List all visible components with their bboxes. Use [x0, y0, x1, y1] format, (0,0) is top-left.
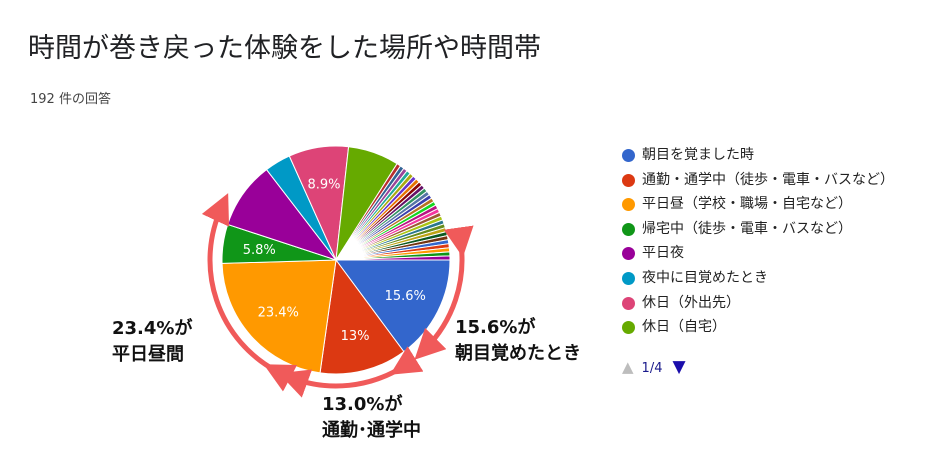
- triangle-up-icon[interactable]: ▲: [622, 358, 634, 376]
- annotation-bottom-line1: 13.0%が: [322, 394, 403, 415]
- annotation-bottom-line2: 通勤･通学中: [322, 420, 421, 441]
- slice-data-label: 13%: [341, 329, 370, 344]
- legend-dot-icon: [622, 271, 635, 285]
- legend-dot-icon: [622, 296, 635, 310]
- slice-data-label: 5.8%: [243, 243, 276, 258]
- legend-label: 朝目を覚ました時: [642, 147, 754, 163]
- legend-label: 通勤・通学中（徒歩・電車・バスなど）: [642, 171, 894, 188]
- legend-dot-icon: [622, 198, 635, 212]
- annotation-left-line2: 平日昼間: [112, 344, 184, 365]
- legend-dot-icon: [622, 247, 635, 261]
- legend-dot-icon: [622, 321, 635, 335]
- legend-dot-icon: [622, 222, 635, 236]
- arrow-daytime: [201, 193, 298, 392]
- annotation-arrows: [201, 193, 474, 398]
- legend-page-number: 1/4: [641, 361, 663, 376]
- annotation-weekday-daytime: 23.4%が 平日昼間: [112, 316, 192, 368]
- arrow-commute: [278, 346, 424, 398]
- legend-pager: ▲ 1/4 ▼: [622, 357, 686, 377]
- legend-label: 帰宅中（徒歩・電車・バスなど）: [642, 220, 852, 237]
- legend-label: 平日夜: [642, 245, 684, 262]
- annotation-left-line1: 23.4%が: [112, 318, 193, 339]
- annotation-morning-wakeup: 15.6%が 朝目覚めたとき: [455, 315, 581, 367]
- annotation-right-line2: 朝目覚めたとき: [455, 343, 581, 364]
- arrow-morning: [414, 225, 474, 360]
- slice-data-label: 23.4%: [258, 306, 299, 321]
- legend-label: 平日昼（学校・職場・自宅など）: [642, 196, 852, 213]
- triangle-down-icon[interactable]: ▼: [672, 357, 686, 377]
- legend-label: 休日（自宅）: [642, 319, 726, 336]
- slice-data-label: 15.6%: [385, 289, 426, 304]
- legend-dot-icon: [622, 149, 635, 162]
- slice-data-label: 8.9%: [307, 177, 340, 192]
- chart-title: 時間が巻き戻った体験をした場所や時間帯: [28, 33, 541, 64]
- legend-label: 夜中に目覚めたとき: [642, 269, 768, 286]
- annotation-commute: 13.0%が 通勤･通学中: [322, 392, 421, 444]
- legend-dot-icon: [622, 173, 635, 187]
- annotation-right-line1: 15.6%が: [455, 317, 536, 338]
- legend-label: 休日（外出先）: [642, 294, 740, 311]
- response-count: 192 件の回答: [30, 92, 111, 107]
